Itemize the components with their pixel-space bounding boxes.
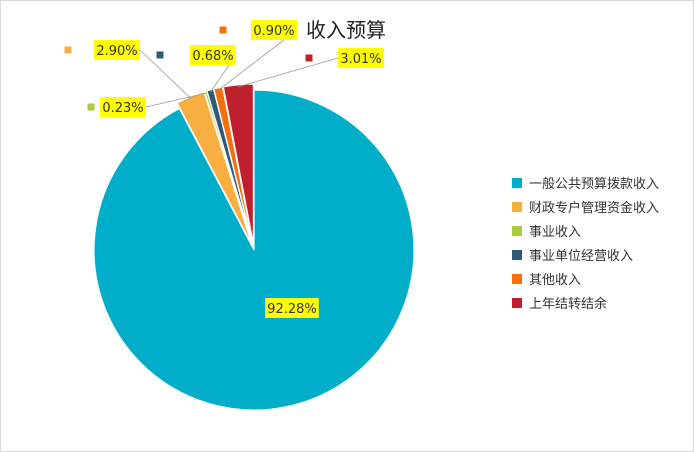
label-marker [156, 51, 164, 59]
leader-line [139, 49, 192, 99]
leader-line [238, 57, 339, 88]
data-label-box [338, 48, 384, 68]
label-marker [87, 103, 95, 111]
label-marker [305, 54, 313, 62]
data-label: 2.90% [96, 44, 137, 59]
legend-swatch [512, 274, 522, 284]
legend-swatch [512, 250, 522, 260]
legend: 一般公共预算拨款收入财政专户管理资金收入事业收入事业单位经营收入其他收入上年结转… [512, 176, 659, 312]
data-label: 0.90% [253, 24, 294, 39]
chart-title: 收入预算 [306, 18, 386, 42]
data-label-box [251, 20, 297, 40]
pie-slice [93, 89, 415, 411]
data-label: 92.28% [267, 302, 317, 317]
legend-swatch [512, 298, 522, 308]
pie-slice [222, 83, 255, 245]
label-marker [64, 46, 72, 54]
data-label-box [100, 97, 146, 117]
legend-entry: 其他收入 [529, 273, 581, 288]
leader-line [145, 92, 207, 108]
data-label-box [265, 298, 319, 318]
legend-entry: 上年结转结余 [529, 296, 607, 312]
data-labels: 92.28% 2.90% 0.23% 0.68% 0.90% 3.01% [64, 20, 384, 318]
legend-swatch [512, 226, 522, 236]
data-label-box [94, 40, 140, 60]
data-label: 0.68% [192, 49, 233, 64]
data-label-box [190, 45, 236, 65]
legend-entry: 事业单位经营收入 [529, 249, 633, 264]
pie-slices [93, 83, 415, 411]
legend-entry: 财政专户管理资金收入 [529, 200, 659, 216]
legend-entry: 事业收入 [529, 225, 581, 240]
legend-swatch [512, 178, 522, 188]
data-label: 0.23% [102, 101, 143, 116]
label-marker [219, 26, 227, 34]
data-label: 3.01% [340, 52, 381, 67]
legend-swatch [512, 202, 522, 212]
legend-entry: 一般公共预算拨款收入 [529, 176, 659, 192]
